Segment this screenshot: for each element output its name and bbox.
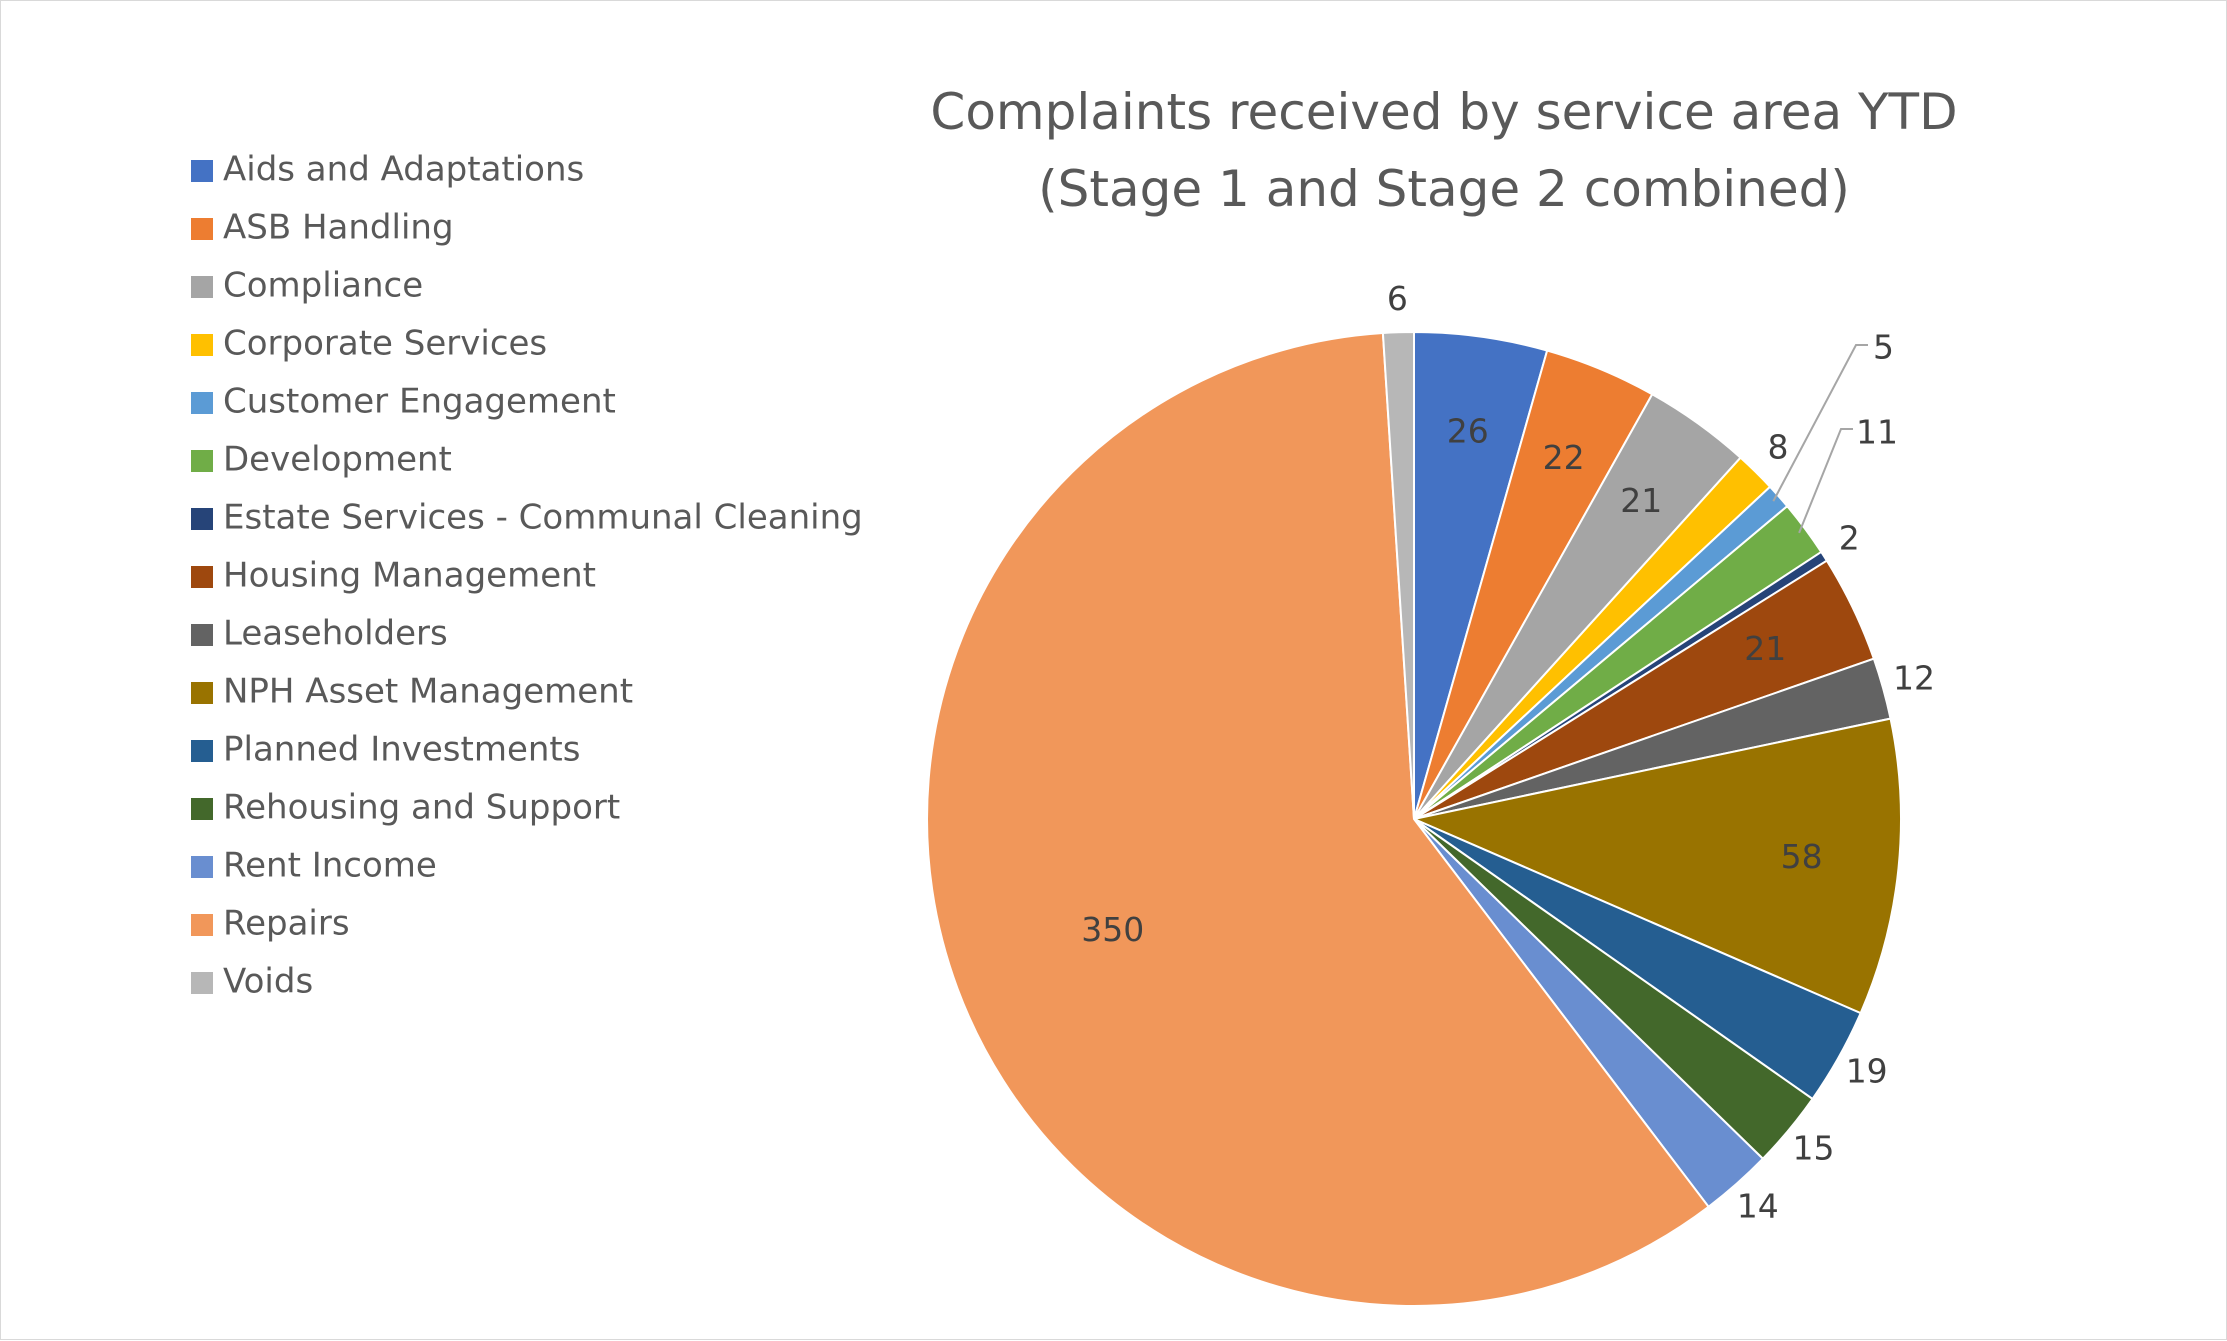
legend-swatch-leaseholders (191, 624, 213, 646)
legend-swatch-repairs (191, 914, 213, 936)
data-label-voids: 6 (1387, 279, 1408, 318)
legend-swatch-corporate-services (191, 334, 213, 356)
legend-label-compliance: Compliance (223, 266, 423, 306)
chart-title: Complaints received by service area YTD (930, 83, 1957, 141)
pie-slices (926, 330, 1902, 1307)
legend-label-repairs: Repairs (223, 904, 350, 944)
legend-swatch-rent-income (191, 856, 213, 878)
legend-label-aids-and-adaptations: Aids and Adaptations (223, 150, 584, 190)
data-label-customer-engagement: 5 (1873, 328, 1894, 367)
legend-swatch-aids-and-adaptations (191, 160, 213, 182)
legend-swatch-asb-handling (191, 218, 213, 240)
legend-label-development: Development (223, 440, 452, 480)
data-label-compliance: 21 (1620, 481, 1662, 520)
data-label-housing-management: 21 (1744, 629, 1786, 668)
data-labels: 26 22 21 8 5 11 2 21 12 58 19 15 14 350 6 (1081, 279, 1935, 1226)
legend-swatch-nph-asset-management (191, 682, 213, 704)
data-label-corporate-services: 8 (1768, 428, 1789, 467)
data-label-nph-asset-management: 58 (1781, 837, 1823, 876)
legend-label-housing-management: Housing Management (223, 556, 596, 596)
legend-swatch-development (191, 450, 213, 472)
legend-label-asb-handling: ASB Handling (223, 208, 454, 248)
legend-label-voids: Voids (223, 962, 313, 1002)
chart-subtitle: (Stage 1 and Stage 2 combined) (1038, 160, 1850, 218)
legend-label-nph-asset-management: NPH Asset Management (223, 672, 633, 712)
legend-swatch-estate-services-communal-cleaning (191, 508, 213, 530)
pie-slice-repairs (926, 331, 1710, 1307)
data-label-estate-services-communal-cleaning: 2 (1839, 519, 1860, 558)
data-label-planned-investments: 19 (1846, 1051, 1888, 1090)
legend-label-corporate-services: Corporate Services (223, 324, 547, 364)
legend-swatch-planned-investments (191, 740, 213, 762)
legend-label-estate-services-communal-cleaning: Estate Services - Communal Cleaning (223, 498, 863, 538)
pie-slice-nph-asset-management (1410, 717, 1902, 1015)
data-label-development: 11 (1856, 413, 1898, 452)
legend-swatch-customer-engagement (191, 392, 213, 414)
legend-swatch-compliance (191, 276, 213, 298)
legend-swatch-rehousing-and-support (191, 798, 213, 820)
data-label-leaseholders: 12 (1893, 658, 1935, 697)
legend-label-rent-income: Rent Income (223, 846, 437, 886)
legend-swatch-voids (191, 972, 213, 994)
leader-line-customer-engagement (1772, 344, 1868, 502)
leader-line-development (1798, 428, 1853, 534)
data-label-aids-and-adaptations: 26 (1447, 412, 1489, 451)
legend-label-planned-investments: Planned Investments (223, 730, 580, 770)
legend-label-rehousing-and-support: Rehousing and Support (223, 788, 620, 828)
legend: Aids and Adaptations ASB Handling Complian… (191, 150, 863, 1002)
data-label-asb-handling: 22 (1543, 438, 1585, 477)
pie-slice-voids (1381, 330, 1415, 820)
data-label-rehousing-and-support: 15 (1793, 1129, 1835, 1168)
legend-label-leaseholders: Leaseholders (223, 614, 448, 654)
data-label-rent-income: 14 (1737, 1186, 1779, 1225)
legend-swatch-housing-management (191, 566, 213, 588)
leader-lines (1772, 344, 1868, 534)
legend-label-customer-engagement: Customer Engagement (223, 382, 616, 422)
data-label-repairs: 350 (1081, 910, 1144, 949)
